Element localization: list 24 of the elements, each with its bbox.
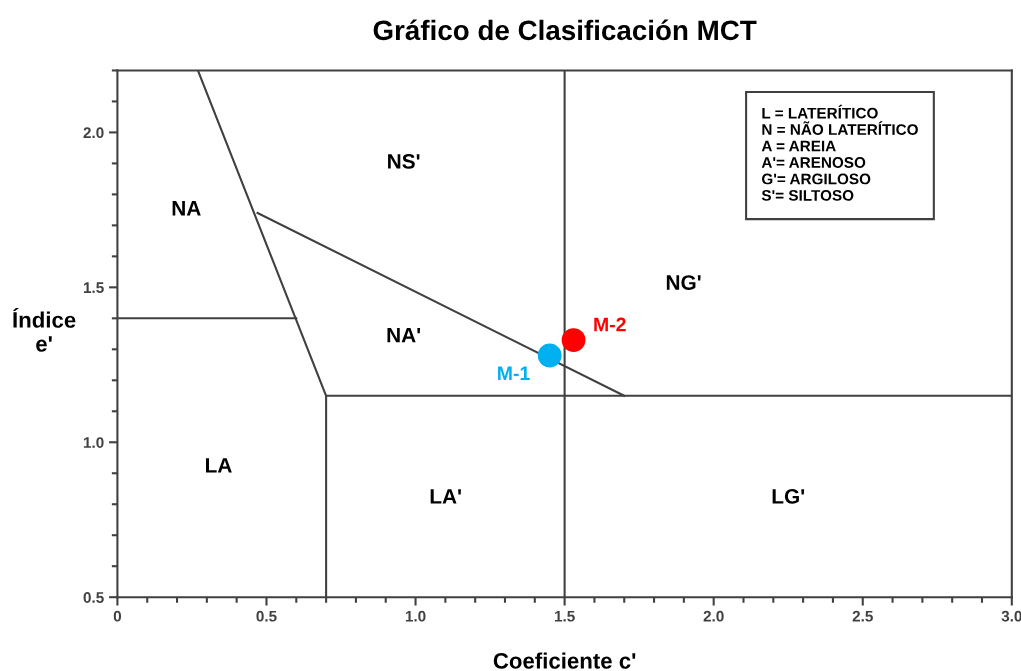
annotation: NA xyxy=(172,201,201,216)
series-label: M-2 xyxy=(594,317,626,332)
annotation: NA' xyxy=(387,328,421,343)
x-tick-label: 1.5 xyxy=(554,610,575,622)
annotation: LA' xyxy=(430,489,461,504)
annotation: NS' xyxy=(388,154,420,169)
annotation: L = LATERÍTICO N = NÃO LATERÍTICO A = AREIA A'= ARENOSO G'= ARGILOSO S'= SILTOSO xyxy=(761,104,918,201)
chart-title: Gráfico de Clasificación MCT xyxy=(373,19,757,41)
x-tick-label: 0 xyxy=(113,610,122,622)
y-tick-label: 0.5 xyxy=(83,592,104,603)
x-tick-label: 1.0 xyxy=(405,610,426,622)
x-tick-label: 0.5 xyxy=(256,610,277,622)
y-tick-label: 2.0 xyxy=(83,127,104,139)
x-tick-label: 3.0 xyxy=(1001,610,1021,622)
annotation: LG' xyxy=(772,489,805,504)
x-tick-label: 2.5 xyxy=(852,610,873,622)
annotation: LA xyxy=(205,458,232,473)
annotation: NG' xyxy=(666,275,701,290)
x-tick-label: 2.0 xyxy=(703,610,724,622)
series-label: M-1 xyxy=(498,366,530,380)
y-tick-label: 1.0 xyxy=(83,437,104,448)
y-axis-title: Índice e' xyxy=(13,307,76,352)
x-axis-title: Coeficiente c' xyxy=(493,652,636,669)
y-tick-label: 1.5 xyxy=(83,282,104,294)
